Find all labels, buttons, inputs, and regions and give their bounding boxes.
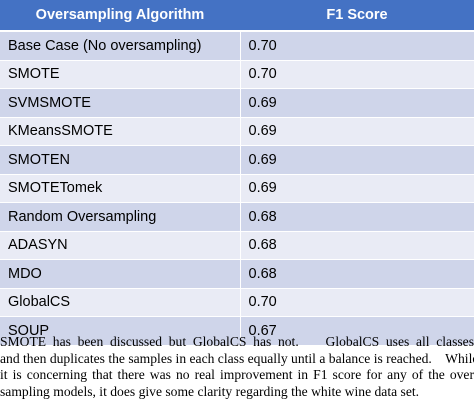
table-row: Random Oversampling 0.68: [0, 202, 474, 232]
score-cell: 0.69: [240, 174, 474, 203]
paragraph-line: SMOTE has been discussed but GlobalCS ha…: [0, 334, 474, 349]
algorithm-cell: GlobalCS: [0, 288, 241, 317]
table-row: SMOTEN 0.69: [0, 145, 474, 175]
table-row: SOUP 0.67: [0, 316, 474, 346]
score-cell: 0.67: [240, 316, 474, 346]
score-cell: 0.70: [240, 60, 474, 89]
algorithm-cell: SOUP: [0, 316, 241, 346]
paragraph-line: and then duplicates the samples in each …: [0, 350, 474, 366]
algorithm-cell: Random Oversampling: [0, 202, 241, 232]
algorithm-cell: Base Case (No oversampling): [0, 31, 241, 61]
algorithm-cell: SMOTETomek: [0, 174, 241, 203]
score-cell: 0.70: [240, 31, 474, 61]
algorithm-cell: KMeansSMOTE: [0, 117, 241, 146]
algorithm-cell: SMOTE: [0, 60, 241, 89]
score-cell: 0.70: [240, 288, 474, 317]
paragraph-line: it is concerning that there was no real …: [0, 367, 474, 383]
table-body: Base Case (No oversampling) 0.70 SMOTE 0.70…: [0, 31, 474, 346]
algorithm-cell: SMOTEN: [0, 145, 241, 175]
table-row: ADASYN 0.68: [0, 231, 474, 260]
score-cell: 0.69: [240, 117, 474, 146]
results-table: Oversampling Algorithm F1 Score Base Cas…: [0, 0, 474, 346]
algorithm-cell: ADASYN: [0, 231, 241, 260]
header-cell: F1 Score: [240, 0, 474, 32]
score-cell: 0.68: [240, 231, 474, 260]
score-cell: 0.69: [240, 88, 474, 118]
table-row: KMeansSMOTE 0.69: [0, 117, 474, 146]
score-cell: 0.69: [240, 145, 474, 175]
header-cell: Oversampling Algorithm: [0, 0, 240, 32]
paragraph: SMOTE has been discussed but GlobalCS ha…: [0, 334, 474, 400]
algorithm-cell: SVMSMOTE: [0, 88, 241, 118]
table-row: GlobalCS 0.70: [0, 288, 474, 317]
table-row: Base Case (No oversampling) 0.70: [0, 31, 474, 61]
table-row: SMOTETomek 0.69: [0, 174, 474, 203]
score-cell: 0.68: [240, 202, 474, 232]
header-row: Oversampling Algorithm F1 Score: [0, 0, 474, 32]
score-cell: 0.68: [240, 259, 474, 289]
table-row: MDO 0.68: [0, 259, 474, 289]
table-row: SMOTE 0.70: [0, 60, 474, 89]
algorithm-cell: MDO: [0, 259, 241, 289]
paragraph-line: sampling models, it does give some clari…: [0, 383, 420, 399]
table-row: SVMSMOTE 0.69: [0, 88, 474, 118]
